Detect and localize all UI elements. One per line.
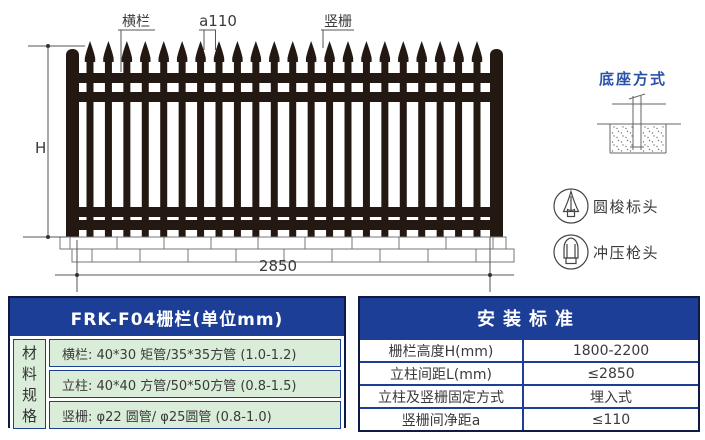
spec-table-body: 材 料 规 格 横栏: 40*30 矩管/35*35方管 (1.0-1.2) 立… bbox=[10, 336, 344, 432]
install-standard-table: 安装标准 栅栏高度H(mm) 1800-2200 立柱间距L(mm) ≤2850… bbox=[358, 296, 700, 432]
brick-base bbox=[59, 236, 515, 263]
install-row-value: ≤110 bbox=[524, 407, 698, 430]
material-spec-table: FRK-F04栅栏(单位mm) 材 料 规 格 横栏: 40*30 矩管/35*… bbox=[8, 296, 346, 432]
label-span: 2850 bbox=[259, 257, 297, 275]
label-rail: 横栏 bbox=[122, 14, 150, 30]
spec-side-char: 材 bbox=[21, 344, 37, 362]
dimension-dots bbox=[46, 44, 492, 277]
install-row-value: 埋入式 bbox=[524, 384, 698, 407]
spear-head-icon bbox=[553, 188, 589, 224]
concrete-fill bbox=[611, 126, 664, 152]
spec-side-label: 材 料 规 格 bbox=[13, 339, 46, 429]
install-row-label: 竖栅间净距a bbox=[360, 407, 524, 430]
spec-side-char: 规 bbox=[21, 386, 37, 404]
spec-row-rail: 横栏: 40*30 矩管/35*35方管 (1.0-1.2) bbox=[49, 339, 341, 367]
install-row-value: 1800-2200 bbox=[524, 338, 698, 361]
spec-rows: 横栏: 40*30 矩管/35*35方管 (1.0-1.2) 立柱: 40*40… bbox=[49, 339, 341, 429]
install-row-label: 立柱间距L(mm) bbox=[360, 361, 524, 384]
dimension-lines bbox=[23, 29, 514, 292]
label-spacing: a110 bbox=[199, 12, 237, 30]
install-table-title: 安装标准 bbox=[360, 298, 698, 338]
base-mount-diagram bbox=[597, 93, 681, 154]
spec-side-char: 格 bbox=[21, 407, 37, 425]
base-method-title: 底座方式 bbox=[599, 70, 667, 88]
fence-technical-drawing: 横栏 a110 竖栅 H 2850 底座方式 圆梭标头 冲压枪头 bbox=[23, 12, 681, 292]
head-label-bullet: 冲压枪头 bbox=[593, 244, 659, 262]
install-row-value: ≤2850 bbox=[524, 361, 698, 384]
spec-side-char: 料 bbox=[21, 365, 37, 383]
spec-row-picket: 竖栅: φ22 圆管/ φ25圆管 (0.8-1.0) bbox=[49, 401, 341, 429]
install-table-grid: 栅栏高度H(mm) 1800-2200 立柱间距L(mm) ≤2850 立柱及竖… bbox=[360, 338, 698, 430]
spec-table-title: FRK-F04栅栏(单位mm) bbox=[10, 298, 344, 336]
head-label-spear: 圆梭标头 bbox=[593, 198, 659, 216]
fence-drawing bbox=[66, 41, 503, 238]
install-row-label: 栅栏高度H(mm) bbox=[360, 338, 524, 361]
label-picket: 竖栅 bbox=[324, 14, 352, 30]
bullet-head-icon bbox=[553, 234, 589, 270]
install-row-label: 立柱及竖栅固定方式 bbox=[360, 384, 524, 407]
label-height: H bbox=[35, 139, 46, 157]
spec-row-post: 立柱: 40*40 方管/50*50方管 (0.8-1.5) bbox=[49, 370, 341, 398]
